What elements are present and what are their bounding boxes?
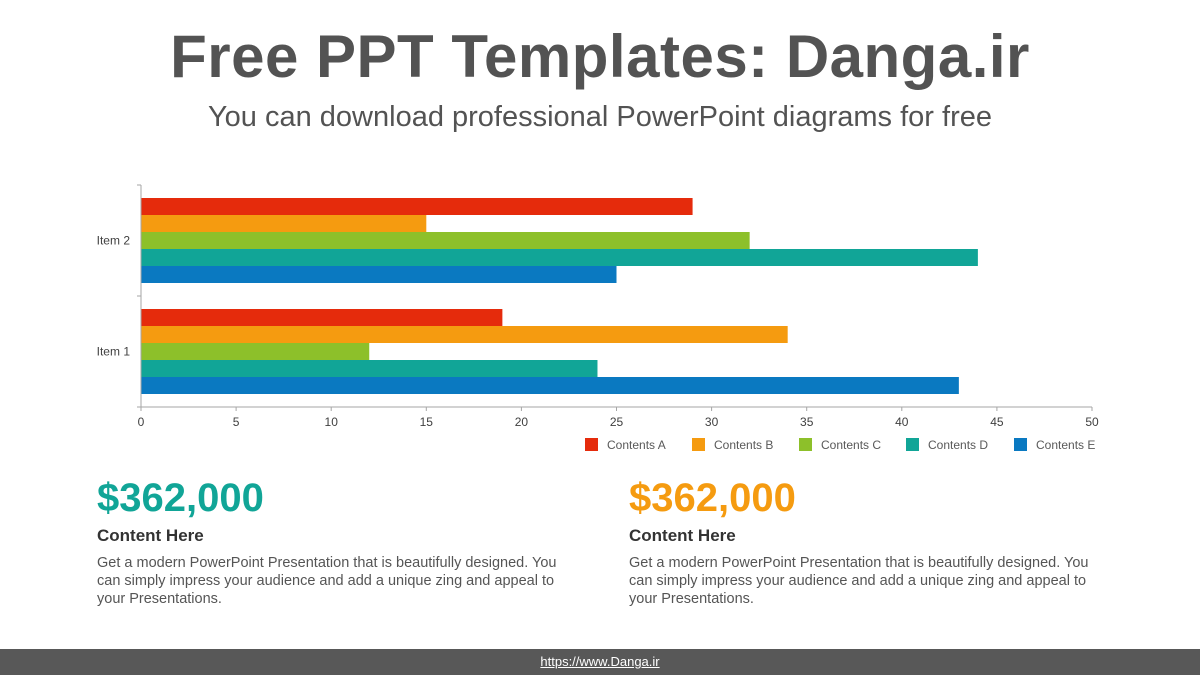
bar-chart: Item 1 Item 2 0 5 10 15 20 25 30 35 40 45 50 Contents…: [97, 184, 1099, 452]
stat-amount: $362,000: [97, 476, 264, 520]
bar-contents-d-item-2: [141, 249, 978, 266]
bar-contents-a-item-2: [141, 198, 693, 215]
legend-label: Contents B: [714, 438, 773, 452]
stat-amount: $362,000: [629, 476, 796, 520]
bar-contents-e-item-1: [141, 377, 959, 394]
category-label: Item 1: [97, 345, 131, 359]
category-label: Item 2: [97, 234, 131, 248]
stat-description: Get a modern PowerPoint Presentation tha…: [97, 555, 557, 607]
bar-contents-d-item-1: [141, 360, 598, 377]
bar-contents-e-item-2: [141, 266, 617, 283]
page-title: Free PPT Templates: Danga.ir: [170, 23, 1030, 90]
bar-contents-a-item-1: [141, 309, 503, 326]
x-tick-label: 35: [800, 415, 814, 429]
x-tick-label: 45: [990, 415, 1004, 429]
bar-contents-c-item-1: [141, 343, 370, 360]
bar-contents-b-item-1: [141, 326, 788, 343]
stat-heading: Content Here: [97, 526, 204, 545]
bar-contents-c-item-2: [141, 232, 750, 249]
stat-card-2: $362,000 Content Here Get a modern Power…: [629, 476, 1099, 608]
footer-bar: https://www.Danga.ir: [0, 649, 1200, 675]
x-tick-label: 0: [138, 415, 145, 429]
page-subtitle: You can download professional PowerPoint…: [207, 101, 992, 133]
x-tick-label: 20: [515, 415, 529, 429]
legend-swatch: [906, 438, 919, 451]
legend-swatch: [692, 438, 705, 451]
bar-contents-b-item-2: [141, 215, 427, 232]
legend-swatch: [799, 438, 812, 451]
x-tick-label: 10: [325, 415, 339, 429]
legend-swatch: [1014, 438, 1027, 451]
legend-label: Contents C: [821, 438, 881, 452]
x-tick-label: 15: [420, 415, 434, 429]
stat-card-1: $362,000 Content Here Get a modern Power…: [97, 476, 567, 608]
x-tick-label: 25: [610, 415, 624, 429]
stat-description: Get a modern PowerPoint Presentation tha…: [629, 555, 1089, 607]
x-tick-label: 5: [233, 415, 240, 429]
x-tick-label: 50: [1085, 415, 1099, 429]
footer-link[interactable]: https://www.Danga.ir: [540, 654, 660, 669]
x-tick-label: 30: [705, 415, 719, 429]
stat-heading: Content Here: [629, 526, 736, 545]
x-tick-label: 40: [895, 415, 909, 429]
legend-swatch: [585, 438, 598, 451]
legend-label: Contents A: [607, 438, 666, 452]
legend-label: Contents E: [1036, 438, 1095, 452]
legend-label: Contents D: [928, 438, 988, 452]
